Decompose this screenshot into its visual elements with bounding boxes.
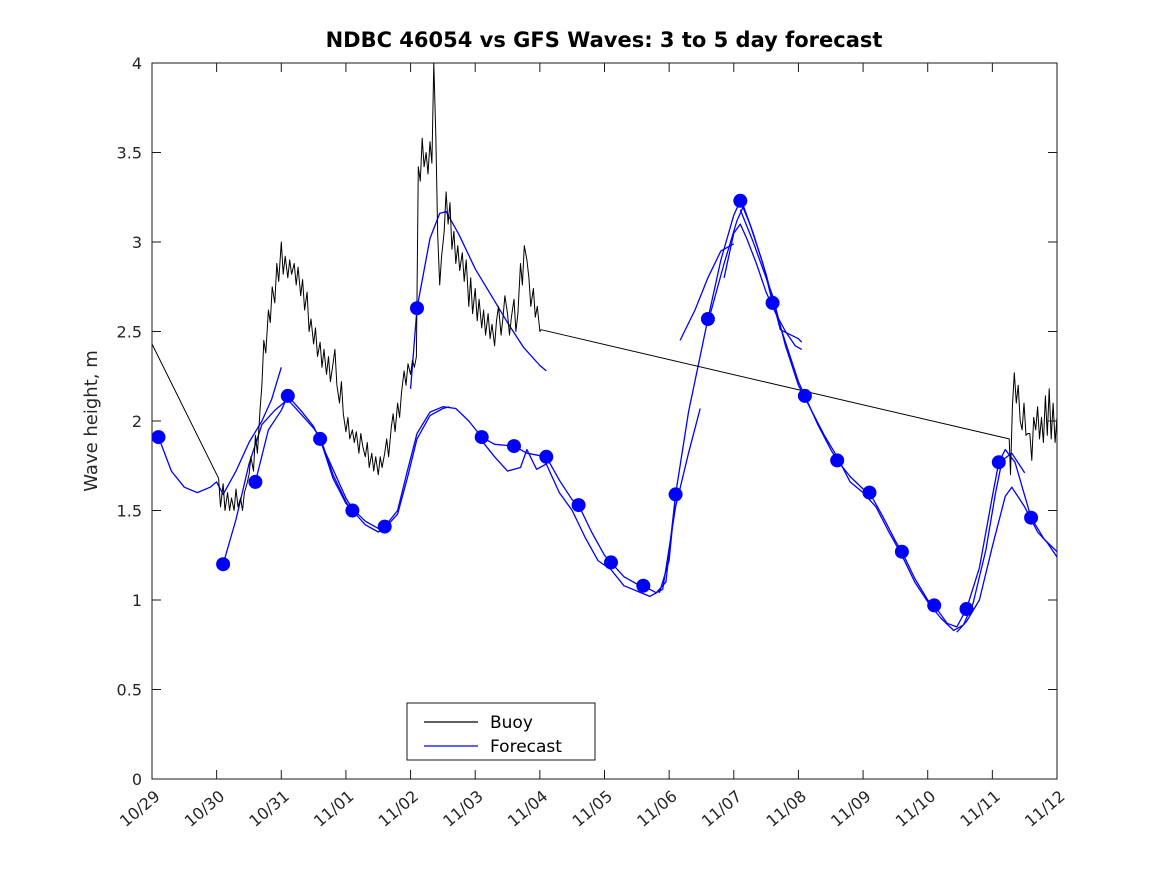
forecast-marker	[313, 431, 328, 446]
y-tick-label: 3.5	[117, 144, 142, 163]
y-tick-label: 0.5	[117, 681, 142, 700]
forecast-marker	[862, 485, 877, 500]
axes-layer	[151, 62, 1058, 780]
x-tick-label: 11/07	[698, 787, 746, 831]
legend-buoy-label: Buoy	[490, 713, 533, 733]
x-tick-label: 10/31	[245, 787, 293, 831]
forecast-marker	[474, 430, 489, 445]
forecast-marker	[216, 557, 231, 572]
forecast-marker	[507, 439, 521, 454]
chart-title: NDBC 46054 vs GFS Waves: 3 to 5 day fore…	[326, 28, 883, 52]
x-tick-label: 11/01	[310, 787, 358, 831]
x-tick-label: 11/09	[827, 787, 875, 831]
forecast-line	[384, 406, 677, 594]
forecast-marker	[636, 578, 651, 593]
forecast-marker	[571, 498, 586, 513]
forecast-line	[739, 209, 1026, 632]
series-layer	[152, 63, 1057, 633]
x-tick-label: 11/06	[633, 787, 681, 831]
forecast-marker	[830, 453, 845, 468]
x-tick-label: 11/08	[762, 787, 810, 831]
forecast-line	[679, 243, 735, 341]
x-tick-label: 11/02	[375, 787, 423, 831]
x-tick-label: 11/05	[569, 787, 617, 831]
legend-box	[406, 702, 596, 761]
x-tick-label: 10/30	[181, 787, 229, 831]
forecast-marker	[604, 555, 618, 570]
legend: Buoy Forecast	[406, 702, 596, 761]
forecast-marker	[700, 312, 715, 326]
x-tick-label: 11/11	[956, 787, 1004, 831]
y-tick-label: 2.5	[117, 323, 142, 342]
forecast-line	[707, 205, 803, 343]
forecast-marker	[959, 602, 974, 616]
forecast-marker	[280, 388, 295, 403]
forecast-marker	[927, 598, 942, 613]
forecast-line	[409, 210, 547, 389]
forecast-line	[319, 406, 450, 533]
forecast-marker	[765, 295, 780, 310]
y-tick-label: 3	[132, 233, 142, 252]
forecast-marker	[668, 487, 683, 502]
x-tick-label: 11/03	[439, 787, 487, 831]
forecast-line	[481, 408, 701, 598]
y-axis-label: Wave height, m	[81, 350, 102, 491]
forecast-line	[222, 398, 353, 565]
x-tick-label: 10/29	[116, 787, 164, 831]
forecast-line	[254, 395, 386, 530]
forecast-marker	[410, 301, 424, 316]
x-tick-label: 11/04	[504, 787, 552, 831]
forecast-line	[723, 223, 803, 350]
x-tick-label: 11/12	[1021, 787, 1069, 831]
y-tick-label: 1.5	[117, 502, 142, 521]
legend-forecast-label: Forecast	[490, 737, 562, 757]
buoy-line	[152, 63, 1057, 511]
forecast-marker	[345, 503, 360, 518]
y-tick-label: 0	[132, 770, 142, 789]
forecast-marker	[152, 430, 166, 445]
axes-box	[151, 62, 1058, 780]
forecast-line	[157, 367, 282, 496]
forecast-marker	[248, 474, 263, 489]
forecast-marker	[894, 544, 909, 559]
forecast-marker	[733, 193, 748, 208]
forecast-marker	[797, 388, 812, 403]
forecast-marker	[377, 519, 392, 534]
forecast-line	[658, 200, 1057, 628]
forecast-marker	[1024, 510, 1039, 525]
forecast-marker	[539, 449, 554, 464]
y-tick-label: 4	[132, 54, 142, 73]
y-tick-label: 1	[132, 591, 142, 610]
forecast-marker	[991, 455, 1006, 470]
y-tick-label: 2	[132, 412, 142, 431]
x-tick-label: 11/10	[892, 787, 940, 831]
